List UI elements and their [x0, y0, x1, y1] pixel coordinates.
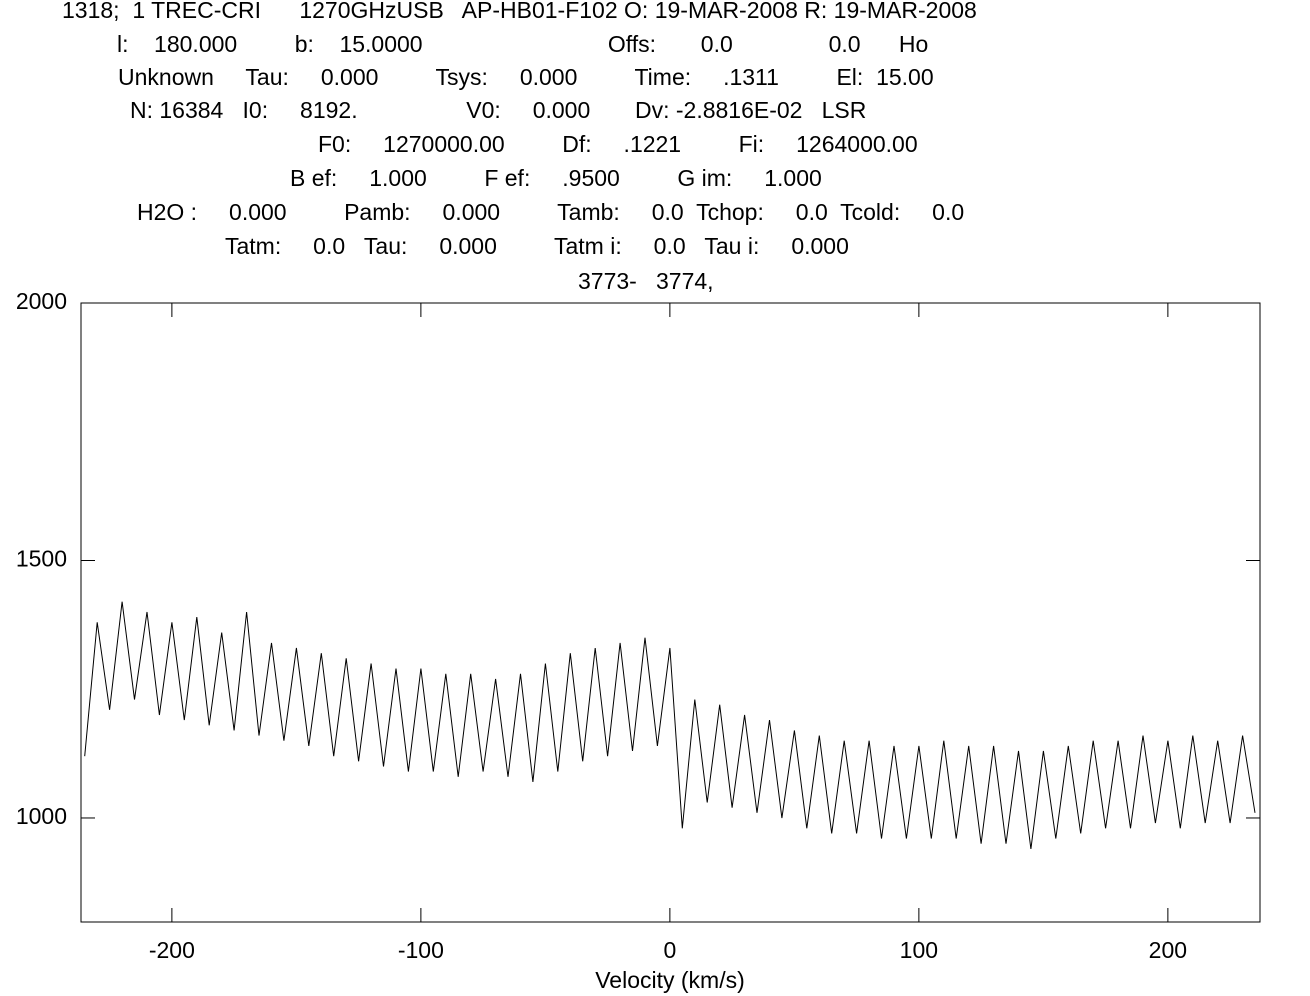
- y-tick-label: 2000: [16, 288, 67, 314]
- x-tick-label: 0: [663, 937, 676, 963]
- header-line: 3773- 3774,: [578, 268, 714, 294]
- header-line: Tatm: 0.0 Tau: 0.000 Tatm i: 0.0 Tau i: …: [225, 233, 849, 259]
- header-line: l: 180.000 b: 15.0000 Offs: 0.0 0.0 Ho: [117, 31, 928, 57]
- plot-frame: [80, 302, 1261, 923]
- x-tick-label: 100: [900, 937, 938, 963]
- header-line: 1318; 1 TREC-CRI 1270GHzUSB AP-HB01-F102…: [62, 0, 977, 23]
- header-line: Unknown Tau: 0.000 Tsys: 0.000 Time: .13…: [118, 64, 934, 90]
- header-line: B ef: 1.000 F ef: .9500 G im: 1.000: [290, 165, 822, 191]
- y-tick-label: 1500: [16, 546, 67, 572]
- spectrum-line: [84, 601, 1256, 849]
- header-line: F0: 1270000.00 Df: .1221 Fi: 1264000.00: [318, 131, 918, 157]
- x-tick-label: -100: [398, 937, 444, 963]
- header-line: H2O : 0.000 Pamb: 0.000 Tamb: 0.0 Tchop:…: [137, 199, 964, 225]
- x-tick-label: -200: [149, 937, 195, 963]
- header-line: N: 16384 I0: 8192. V0: 0.000 Dv: -2.8816…: [130, 97, 866, 123]
- x-axis-label: Velocity (km/s): [595, 967, 745, 993]
- y-tick-label: 1000: [16, 803, 67, 829]
- x-tick-label: 200: [1149, 937, 1187, 963]
